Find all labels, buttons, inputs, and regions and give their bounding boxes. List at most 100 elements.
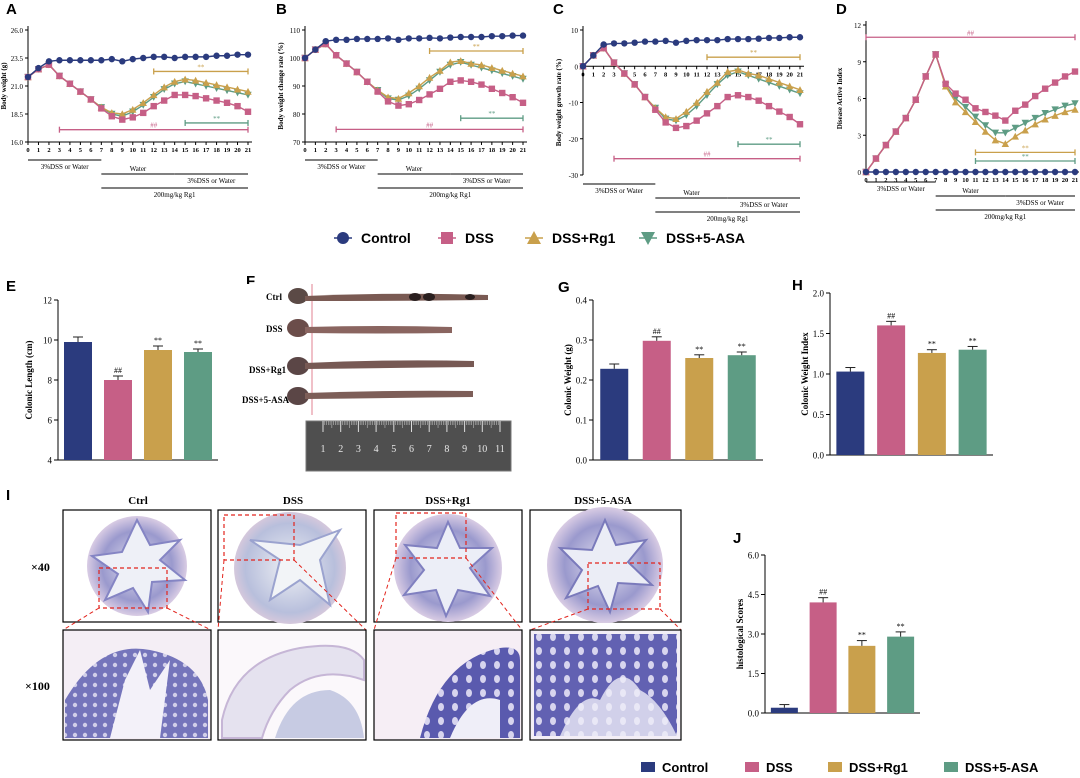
- data-point: [192, 92, 199, 100]
- data-point: [682, 107, 691, 115]
- data-point: [519, 72, 527, 80]
- data-point: [892, 128, 900, 135]
- data-point: [662, 37, 669, 45]
- data-point: [119, 116, 126, 123]
- data-point: [118, 110, 126, 118]
- data-point: [108, 113, 116, 120]
- data-point: [374, 88, 381, 95]
- data-point: [139, 99, 147, 106]
- y-tick-label: 6: [48, 416, 53, 426]
- y-tick-label: -20: [569, 136, 579, 144]
- x-tick-label: 15: [735, 71, 742, 78]
- data-point: [1061, 73, 1069, 80]
- data-point: [661, 113, 670, 121]
- ruler-number: 9: [462, 444, 467, 455]
- bar-chart-j: 0.0 1.5 3.0 4.5 6.0 histological Scores ## ** **: [735, 551, 920, 719]
- y-tick-label: 21.0: [11, 83, 24, 91]
- data-point: [426, 34, 433, 42]
- bar-dss-rg1: [144, 350, 172, 460]
- y-tick-label: 0: [858, 169, 862, 177]
- legend-bottom-label-control: Control: [662, 760, 708, 775]
- x-tick-label: 18: [766, 71, 773, 78]
- data-point: [932, 51, 939, 58]
- bar-sig-label: **: [738, 342, 746, 351]
- y-axis-title: Colonic Weight Index: [800, 332, 810, 416]
- data-point: [862, 168, 870, 176]
- data-point: [244, 108, 252, 115]
- data-point: [703, 110, 711, 117]
- treatment-annotation-b: 3%DSS or Water Water 3%DSS or Water 200mg/k…: [305, 159, 523, 199]
- x-tick-label: 13: [992, 177, 999, 184]
- y-tick-label: 2.0: [813, 289, 825, 299]
- ruler-number: 4: [374, 444, 379, 455]
- treat-label-water: Water: [130, 165, 147, 173]
- photo-label-ctrl: Ctrl: [266, 292, 282, 302]
- bar-control: [770, 707, 798, 713]
- y-tick-label: 0.0: [813, 451, 825, 461]
- data-point: [415, 96, 423, 104]
- data-point: [498, 66, 506, 74]
- data-point: [519, 32, 527, 39]
- x-tick-label: 0: [581, 71, 584, 78]
- data-point: [1041, 110, 1049, 117]
- data-point: [1021, 126, 1029, 134]
- histo-col-ctrl: Ctrl: [128, 495, 148, 507]
- x-tick-label: 0: [303, 147, 306, 154]
- bar-dss-5-asa: [727, 355, 756, 460]
- data-point: [872, 168, 880, 176]
- legend-top: Control DSS DSS+Rg1 DSS+5-ASA: [334, 230, 745, 246]
- data-point: [364, 78, 371, 85]
- line-chart-a: 16.018.521.023.526.00 1 2 3 4 5 6 7 8 9 10 11 12 13 14…: [0, 26, 252, 154]
- x-tick-label: 16: [192, 147, 199, 154]
- data-point: [902, 168, 910, 176]
- data-point: [734, 92, 742, 99]
- data-point: [395, 102, 402, 109]
- x-tick-label: 4: [345, 147, 349, 154]
- data-point: [332, 36, 340, 43]
- treat-label-rg1: 200mg/kg Rg1: [429, 191, 471, 199]
- data-point: [734, 35, 742, 43]
- treatment-annotation-c: 3%DSS or Water Water 3%DSS or Water 200mg/k…: [583, 183, 800, 223]
- x-tick-label: 7: [376, 147, 380, 154]
- data-point: [1012, 168, 1019, 176]
- y-tick-label: 80: [293, 111, 301, 119]
- y-tick-label: 110: [290, 27, 301, 35]
- x-tick-label: 10: [130, 147, 137, 154]
- data-point: [1031, 114, 1039, 122]
- ruler-number: 7: [427, 444, 432, 455]
- x-tick-label: 3: [58, 147, 62, 154]
- x-tick-label: 16: [1022, 177, 1029, 184]
- panel-letter-a: A: [6, 1, 17, 18]
- x-tick-label: 1: [314, 147, 317, 154]
- bar-dss: [104, 380, 132, 460]
- treat-label-dss2: 3%DSS or Water: [1016, 199, 1065, 207]
- series-line-control: [582, 36, 800, 67]
- y-tick-label: 6: [858, 96, 862, 104]
- y-tick-label: 0.4: [576, 296, 588, 306]
- histo-row-100: ×100: [25, 679, 50, 693]
- data-point: [436, 85, 444, 92]
- y-tick-label: -30: [569, 172, 579, 180]
- x-tick-label: 5: [633, 71, 637, 78]
- data-point: [181, 91, 189, 99]
- treat-label-water: Water: [406, 165, 423, 173]
- data-point: [755, 97, 762, 104]
- data-point: [234, 102, 241, 110]
- data-point: [98, 105, 105, 112]
- data-point: [223, 99, 231, 106]
- y-axis-title: histological Scores: [735, 598, 745, 669]
- data-point: [488, 64, 496, 71]
- data-point: [1011, 132, 1019, 140]
- y-tick-label: 70: [293, 139, 301, 147]
- y-axis-title: Disease Active Index: [836, 67, 844, 129]
- y-tick-label: 8: [48, 376, 53, 386]
- data-point: [477, 61, 486, 69]
- data-point: [683, 122, 690, 130]
- panel-letter-c: C: [553, 1, 564, 18]
- data-point: [140, 54, 147, 62]
- data-point: [641, 38, 649, 45]
- data-point: [776, 108, 783, 115]
- treatment-annotation-a: 3%DSS or Water Water 3%DSS or Water 200mg/k…: [28, 159, 248, 199]
- data-point: [1021, 119, 1029, 127]
- data-point: [244, 51, 252, 58]
